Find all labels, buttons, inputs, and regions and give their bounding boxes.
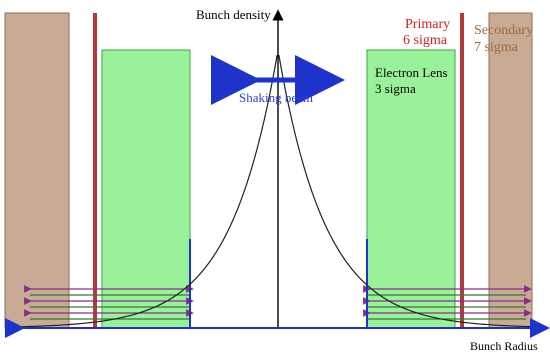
electron-lens-label-line1: Electron Lens bbox=[375, 65, 448, 80]
secondary-label-line2: 7 sigma bbox=[474, 40, 519, 55]
electron-lens-left bbox=[101, 49, 191, 329]
shaking-beam-label: Shaking beam bbox=[239, 90, 313, 105]
x-axis-label: Bunch Radius bbox=[470, 339, 538, 353]
primary-collimator-left bbox=[93, 13, 97, 328]
primary-label-line2: 6 sigma bbox=[403, 33, 448, 48]
secondary-collimator-left bbox=[4, 12, 70, 329]
primary-label-line1: Primary bbox=[405, 17, 450, 32]
primary-collimator-right bbox=[460, 13, 464, 328]
secondary-label-line1: Secondary bbox=[474, 23, 533, 38]
electron-lens-label-line2: 3 sigma bbox=[375, 81, 416, 96]
electron-lens-right bbox=[366, 49, 456, 329]
secondary-collimator-right bbox=[488, 12, 533, 329]
y-axis-label: Bunch density bbox=[196, 7, 271, 22]
